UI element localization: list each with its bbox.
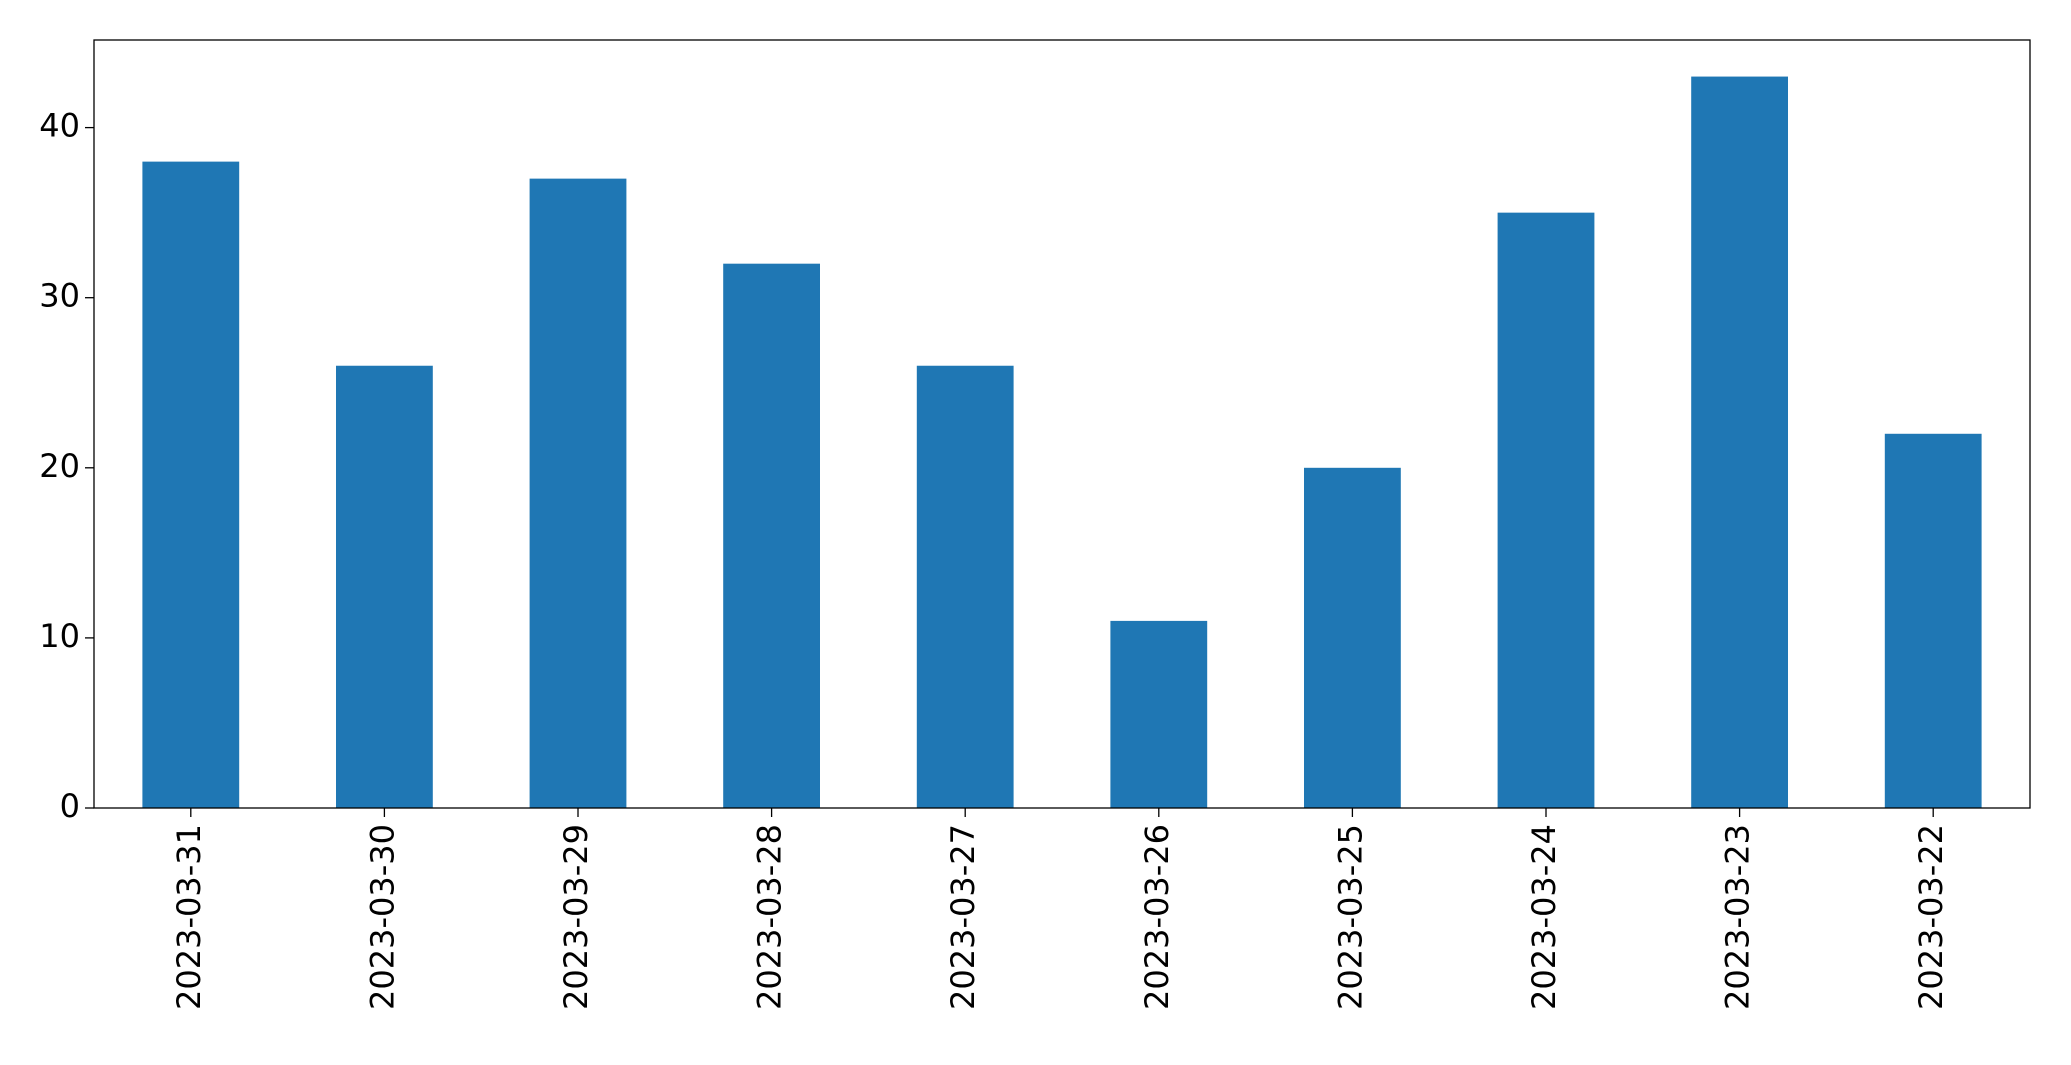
x-tick-label: 2023-03-27	[944, 824, 982, 1010]
x-tick-label: 2023-03-25	[1331, 824, 1369, 1010]
x-tick-label: 2023-03-28	[751, 824, 789, 1010]
plot-frame	[93, 39, 2031, 809]
bar	[916, 365, 1014, 808]
bar	[723, 263, 820, 809]
bar	[1884, 433, 1982, 808]
y-tick-label: 30	[39, 277, 80, 315]
y-tick-label: 20	[39, 447, 80, 485]
bar	[1691, 76, 1788, 809]
y-tick-label: 40	[39, 107, 80, 145]
y-tick-label: 10	[39, 617, 80, 655]
x-tick-label: 2023-03-31	[170, 824, 208, 1010]
bar	[336, 365, 433, 808]
x-tick-label: 2023-03-24	[1525, 824, 1563, 1010]
x-tick-label: 2023-03-23	[1719, 824, 1757, 1010]
bar	[142, 161, 240, 808]
y-tick-label: 0	[60, 787, 80, 825]
bar	[1497, 212, 1595, 808]
bar	[529, 178, 627, 808]
x-tick-label: 2023-03-22	[1912, 824, 1950, 1010]
x-tick-label: 2023-03-26	[1138, 824, 1176, 1010]
bar	[1110, 620, 1208, 808]
x-tick-label: 2023-03-30	[363, 824, 401, 1010]
x-tick-label: 2023-03-29	[557, 824, 595, 1010]
bar	[1304, 467, 1401, 808]
